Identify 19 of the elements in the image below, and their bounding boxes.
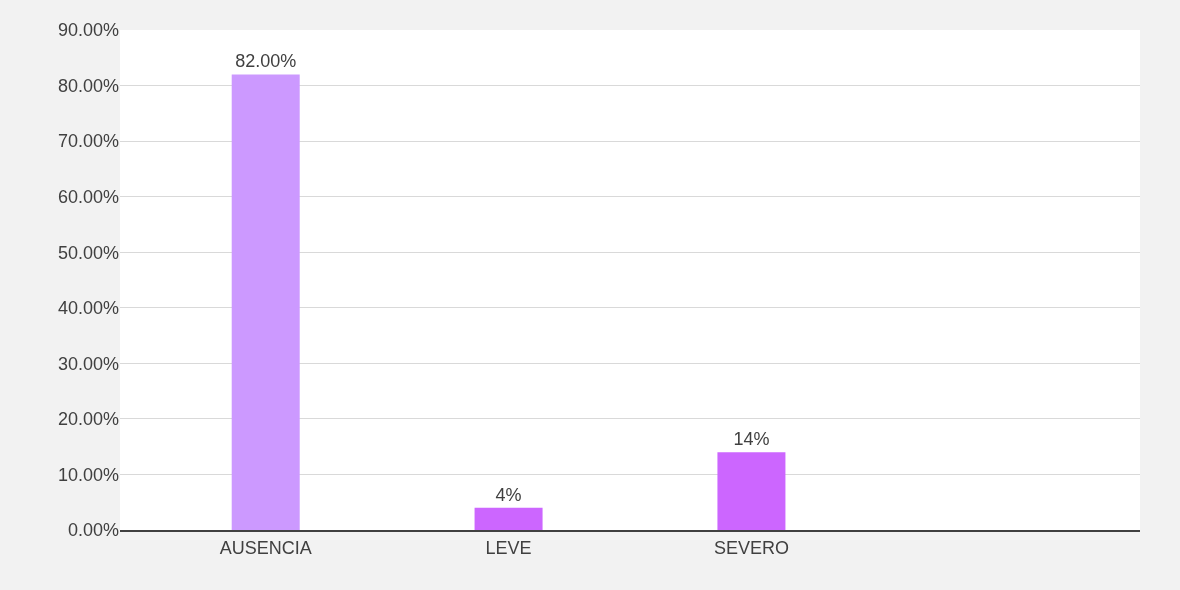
- y-tick-label: 80.00%: [57, 75, 119, 96]
- bar: [231, 74, 300, 530]
- data-label: 4%: [495, 484, 522, 505]
- y-tick-label: 50.00%: [57, 242, 119, 263]
- data-label: 82.00%: [235, 51, 297, 72]
- y-tick-label: 0.00%: [67, 520, 119, 541]
- y-tick-label: 20.00%: [57, 409, 119, 430]
- bar: [717, 452, 786, 530]
- x-tick-label: AUSENCIA: [219, 537, 312, 558]
- y-tick-label: 10.00%: [57, 464, 119, 485]
- bar: [474, 507, 543, 530]
- y-tick-label: 70.00%: [57, 131, 119, 152]
- y-tick-label: 90.00%: [57, 20, 119, 41]
- y-tick-label: 40.00%: [57, 298, 119, 319]
- data-label: 14%: [733, 429, 770, 450]
- y-tick-label: 60.00%: [57, 186, 119, 207]
- x-tick-label: LEVE: [485, 537, 532, 558]
- y-tick-label: 30.00%: [57, 353, 119, 374]
- x-tick-label: SEVERO: [713, 537, 789, 558]
